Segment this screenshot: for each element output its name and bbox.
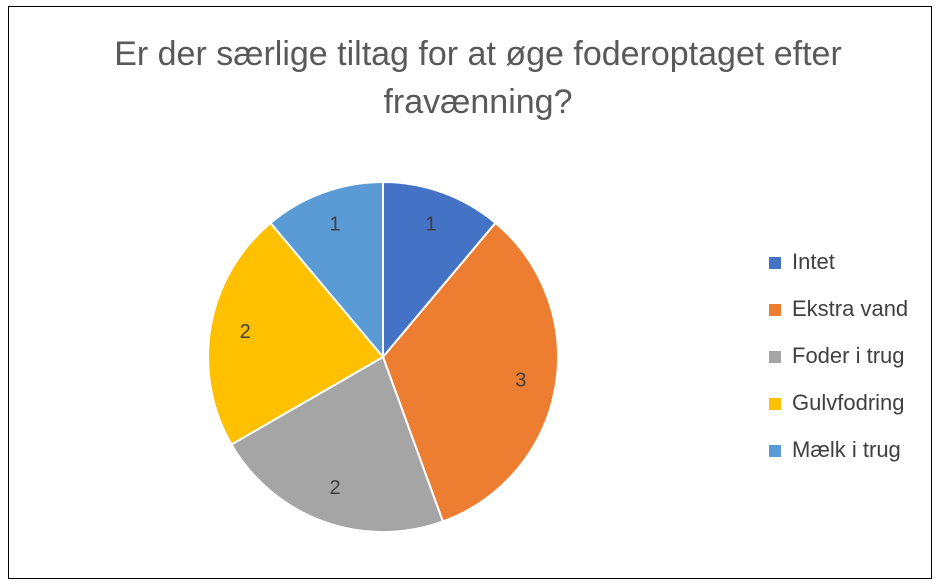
legend-label: Mælk i trug — [792, 437, 901, 462]
pie-slice — [269, 180, 384, 360]
legend-swatch — [769, 445, 781, 457]
pie-slice — [382, 180, 497, 360]
legend-label: Ekstra vand — [792, 296, 908, 321]
chart-frame — [8, 6, 932, 579]
legend-swatch — [769, 351, 781, 363]
data-label: 1 — [425, 214, 436, 236]
pie-slice — [207, 221, 385, 446]
legend-label: Intet — [792, 249, 835, 274]
data-label: 2 — [240, 321, 251, 343]
legend-swatch — [769, 304, 781, 316]
legend-label: Gulvfodring — [792, 390, 905, 415]
legend-label: Foder i trug — [792, 343, 905, 368]
pie-slice — [230, 355, 445, 533]
chart-title: Er der særlige tiltag for at øge foderop… — [114, 35, 842, 121]
pie-slice — [381, 221, 559, 523]
data-label: 1 — [330, 214, 341, 236]
data-label: 2 — [330, 477, 341, 499]
legend-swatch — [769, 398, 781, 410]
legend-swatch — [769, 257, 781, 269]
data-label: 3 — [515, 370, 526, 392]
